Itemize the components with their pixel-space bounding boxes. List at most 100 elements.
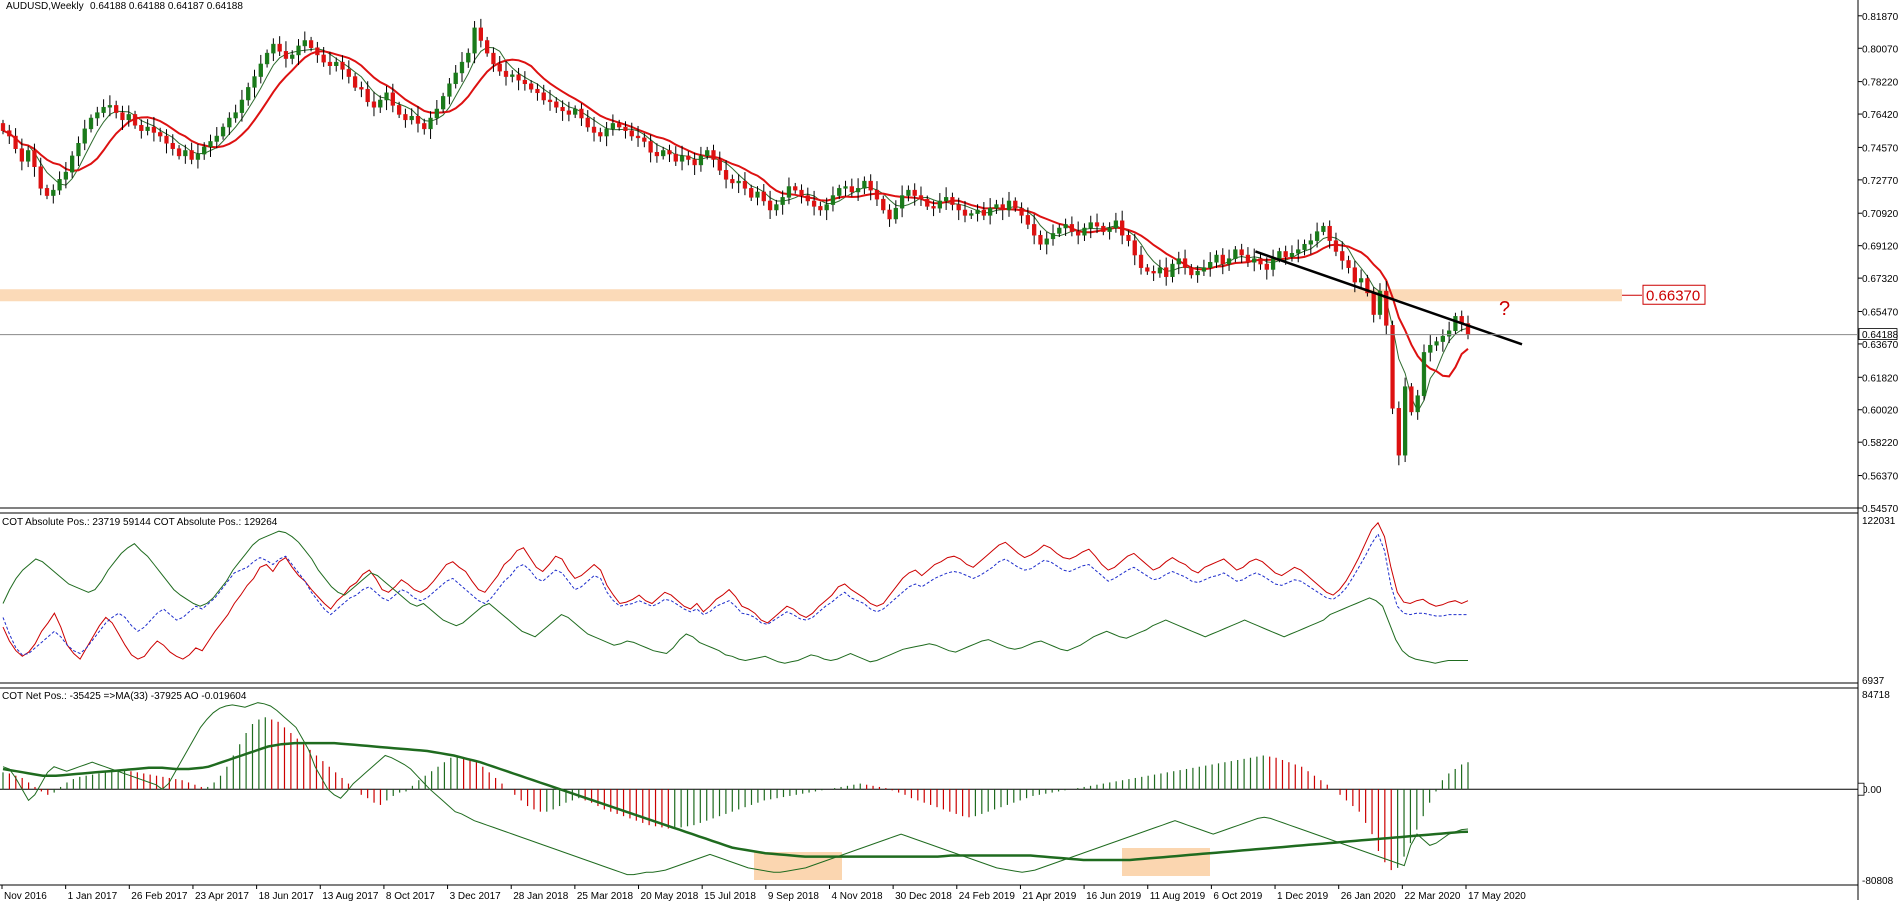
cot-net-lines — [2, 702, 1469, 876]
ao-histogram — [2, 717, 1469, 871]
candle — [535, 83, 540, 101]
cot-net-header: COT Net Pos.: -35425 =>MA(33) -37925 AO … — [2, 691, 247, 702]
candle — [1233, 246, 1238, 263]
candle — [673, 146, 678, 166]
candle — [321, 46, 326, 67]
candle — [1170, 259, 1175, 283]
highlight-zones — [754, 848, 1210, 880]
cot-net-axis: 84718 0.00 -80808 — [1857, 690, 1894, 887]
candle — [925, 195, 930, 210]
trendline — [1254, 250, 1523, 346]
candle — [139, 119, 144, 139]
current-price-box — [1858, 328, 1898, 340]
candle — [233, 104, 238, 123]
candle — [1459, 310, 1464, 332]
candle — [1107, 222, 1112, 240]
candle — [371, 91, 377, 117]
candle — [1214, 250, 1219, 269]
candle — [13, 128, 18, 154]
candle — [32, 143, 37, 177]
time-tick-label: 23 Apr 2017 — [195, 891, 249, 902]
candle — [220, 123, 226, 140]
candle — [428, 111, 433, 139]
candle — [1270, 249, 1276, 277]
time-tick-label: 20 May 2018 — [641, 891, 699, 902]
candle — [780, 190, 785, 215]
candle — [195, 143, 201, 169]
candle — [296, 39, 301, 66]
candle — [503, 61, 509, 86]
candle — [742, 172, 748, 196]
candle — [434, 99, 439, 125]
candle — [440, 92, 446, 113]
candle — [1189, 264, 1194, 279]
candle — [1044, 231, 1049, 255]
candle — [1239, 243, 1244, 263]
candle — [472, 21, 477, 64]
candle — [937, 193, 942, 213]
net-tick-label: 84718 — [1862, 690, 1890, 701]
candle — [1296, 239, 1301, 263]
candle — [717, 151, 722, 176]
candle — [1421, 344, 1427, 401]
candle — [805, 187, 810, 206]
candle — [51, 184, 56, 204]
time-tick-label: 21 Apr 2019 — [1022, 891, 1076, 902]
candle — [554, 97, 559, 113]
candle — [1252, 248, 1257, 272]
price-tick-label: 0.61820 — [1862, 373, 1899, 384]
candle — [459, 52, 465, 82]
candle — [767, 190, 773, 219]
price-tick-label: 0.69120 — [1862, 242, 1899, 253]
candle — [151, 116, 157, 142]
candle — [1346, 255, 1351, 274]
candle — [396, 101, 402, 119]
candle — [1465, 315, 1471, 340]
candle — [1245, 247, 1251, 267]
time-tick-label: 4 Nov 2018 — [831, 891, 883, 902]
question-mark: ? — [1499, 298, 1510, 320]
candle — [736, 174, 741, 194]
candle — [610, 114, 616, 136]
candle — [749, 184, 754, 201]
candle — [1440, 329, 1445, 352]
candle — [1138, 246, 1144, 275]
time-tick-label: 24 Feb 2019 — [959, 891, 1016, 902]
candle — [1289, 245, 1295, 262]
candle — [63, 162, 69, 189]
candle — [950, 192, 955, 211]
candle — [893, 200, 898, 224]
candle — [560, 100, 565, 121]
candle — [107, 95, 113, 117]
candle — [19, 138, 24, 171]
candle — [453, 65, 458, 89]
candle — [1358, 269, 1364, 289]
time-tick-label: 1 Dec 2019 — [1277, 891, 1329, 902]
candle — [617, 119, 622, 131]
candle — [918, 186, 924, 207]
time-tick-label: 18 Jun 2017 — [259, 891, 314, 902]
abs-tick-label: 6937 — [1862, 676, 1885, 687]
candle — [1264, 257, 1269, 280]
candle — [258, 54, 263, 84]
fast-ma-line — [2, 46, 1469, 413]
candle — [969, 209, 974, 219]
candle — [7, 124, 12, 144]
candle — [227, 112, 232, 135]
price-tick-label: 0.72770 — [1862, 176, 1899, 187]
candle — [988, 198, 993, 225]
candle — [799, 184, 804, 204]
candle — [466, 48, 471, 68]
candle — [516, 67, 521, 91]
candle — [881, 195, 886, 214]
zero-marker — [1857, 782, 1865, 796]
candle — [661, 146, 666, 160]
candle — [1069, 216, 1075, 237]
candle — [912, 183, 917, 206]
candle — [308, 36, 314, 52]
candle — [811, 190, 817, 216]
candle — [1113, 212, 1119, 233]
moving-averages — [2, 46, 1469, 413]
candle — [1390, 320, 1395, 415]
